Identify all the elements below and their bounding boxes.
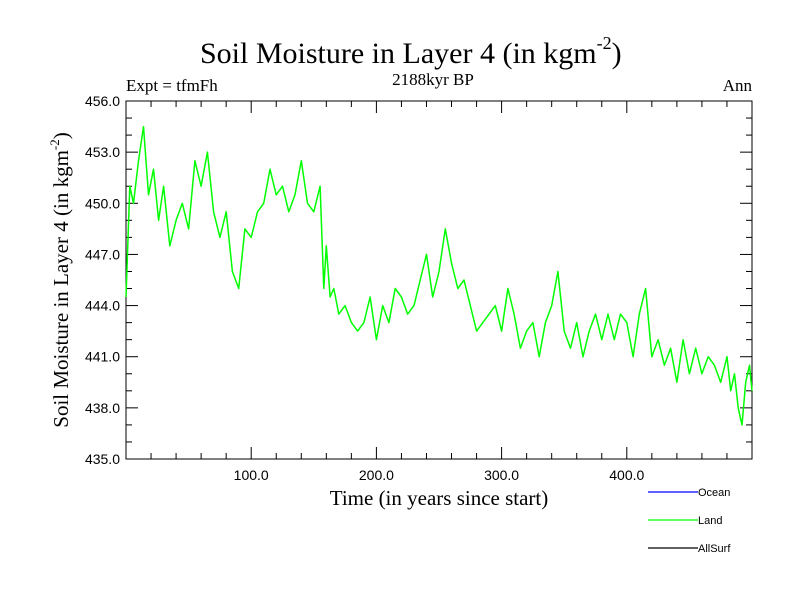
y-tick-label: 447.0 [85, 246, 120, 262]
plot-area [125, 100, 753, 460]
x-tick-label: 200.0 [359, 467, 394, 483]
series-layer [125, 125, 753, 426]
y-axis-label: Soil Moisture in Layer 4 (in kgm-2) [47, 132, 73, 427]
y-tick-label: 441.0 [85, 349, 120, 365]
y-tick-label: 435.0 [85, 451, 120, 467]
legend-label-ocean: Ocean [698, 487, 730, 499]
season-label: Ann [723, 76, 753, 95]
x-tick-label: 400.0 [609, 467, 644, 483]
x-tick-label: 100.0 [234, 467, 269, 483]
series-line-land [125, 125, 753, 426]
x-tick-label: 300.0 [484, 467, 519, 483]
y-tick-label: 450.0 [85, 195, 120, 211]
chart-subtitle: 2188kyr BP [392, 70, 474, 89]
legend: Ocean Land AllSurf [648, 487, 731, 555]
y-tick-label: 453.0 [85, 144, 120, 160]
axis-ticks: 435.0 438.0 441.0 444.0 447.0 450.0 453.0 456.0… [85, 93, 752, 483]
experiment-label: Expt = tfmFh [126, 76, 218, 95]
y-tick-label: 438.0 [85, 400, 120, 416]
chart-title: Soil Moisture in Layer 4 (in kgm-2) [200, 33, 622, 70]
x-axis-label: Time (in years since start) [330, 486, 549, 510]
y-tick-label: 456.0 [85, 93, 120, 109]
legend-label-allsurf: AllSurf [698, 543, 731, 555]
y-tick-label: 444.0 [85, 298, 120, 314]
legend-label-land: Land [698, 515, 722, 527]
